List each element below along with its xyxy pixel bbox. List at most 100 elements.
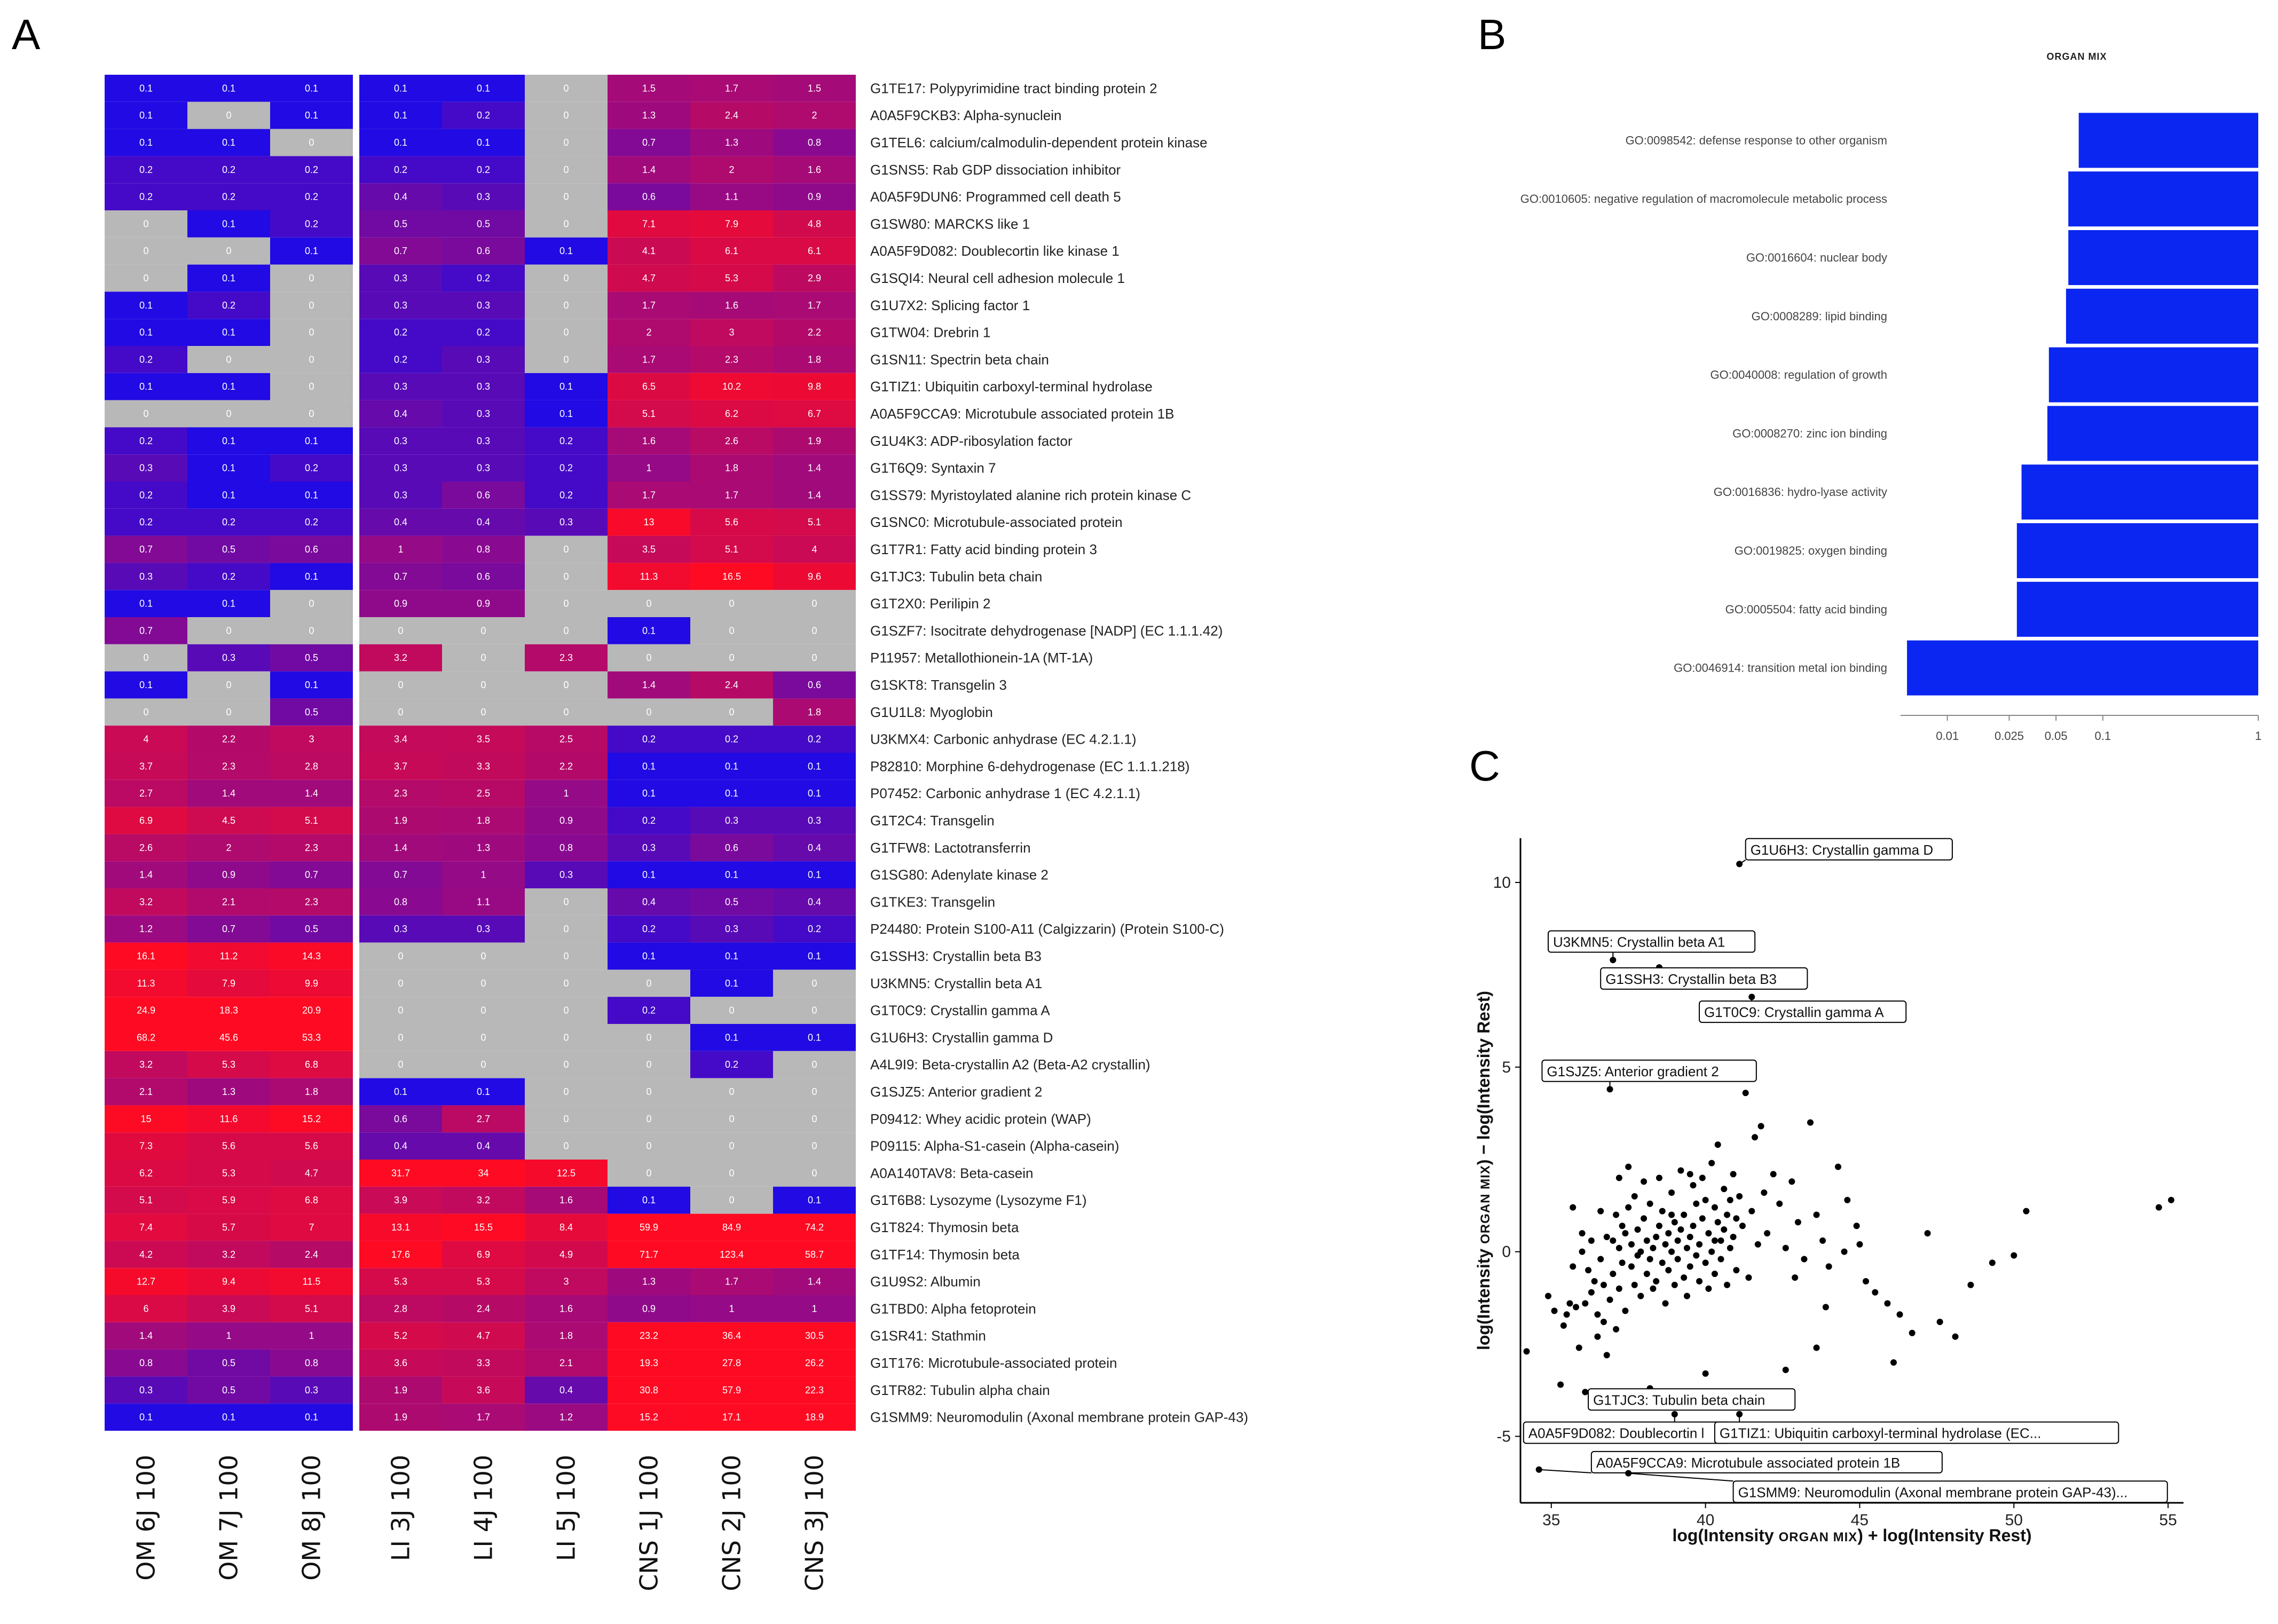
heatmap-cell <box>608 969 690 997</box>
heatmap-cell-value: 4.8 <box>808 218 821 229</box>
heatmap-cell-value: 0.1 <box>394 137 407 148</box>
heatmap-cell-value: 26.2 <box>805 1358 824 1368</box>
go-term-label: GO:0008270: zinc ion binding <box>1732 427 1887 440</box>
heatmap-cell-value: 34 <box>478 1168 488 1178</box>
scatter-point <box>1637 1292 1644 1299</box>
scatter-point <box>1560 1322 1567 1329</box>
scatter-point <box>1588 1237 1595 1244</box>
panel-label-a: A <box>12 11 41 58</box>
heatmap-group-separator <box>353 75 359 1431</box>
heatmap-cell <box>608 1349 690 1377</box>
scatter-point <box>1615 1285 1622 1292</box>
heatmap-cell <box>187 969 270 997</box>
heatmap-cell-value: 0.1 <box>222 381 235 392</box>
scatter-point <box>1730 1171 1737 1178</box>
heatmap-cell <box>773 997 856 1024</box>
heatmap-cell <box>359 698 442 726</box>
scatter-point <box>1776 1200 1783 1207</box>
heatmap-cell-value: 2.3 <box>725 354 738 365</box>
scatter-point <box>1782 1244 1789 1251</box>
heatmap-cell-value: 0 <box>729 1114 734 1124</box>
heatmap-cell <box>773 183 856 210</box>
heatmap-cell-value: 6.1 <box>808 246 821 256</box>
heatmap-cell <box>525 617 608 644</box>
heatmap-cell <box>105 373 187 400</box>
heatmap-cell-value: 1 <box>563 788 569 799</box>
heatmap-cell-value: 0.1 <box>222 463 235 474</box>
heatmap-cell-value: 23.2 <box>640 1330 658 1341</box>
heatmap-cell <box>773 1132 856 1160</box>
heatmap-cell <box>442 915 525 943</box>
heatmap-cell-value: 0.8 <box>394 896 407 907</box>
heatmap-cell <box>608 1186 690 1214</box>
heatmap-cell-value: 0.6 <box>808 680 821 690</box>
heatmap-cell-value: 0 <box>563 978 569 989</box>
heatmap-cell <box>105 1295 187 1322</box>
heatmap-cell-value: 0.1 <box>139 1412 153 1423</box>
heatmap-cell <box>187 1024 270 1051</box>
heatmap-cell-value: 0 <box>563 680 569 690</box>
heatmap-cell-value: 0 <box>646 1059 651 1070</box>
heatmap-cell-value: 12.5 <box>557 1168 576 1178</box>
heatmap-cell-value: 0.4 <box>559 1385 573 1396</box>
scatter-point <box>1924 1230 1931 1237</box>
scatter-point <box>1711 1271 1718 1278</box>
heatmap-cell-value: 1.7 <box>808 300 821 311</box>
heatmap-cell-value: 0.2 <box>725 734 738 745</box>
scatter-point <box>1788 1178 1795 1185</box>
heatmap-cell-value: 0.5 <box>222 544 235 555</box>
heatmap-cell-value: 0 <box>811 1168 817 1178</box>
heatmap-cell <box>359 75 442 102</box>
heatmap-cell <box>608 807 690 834</box>
heatmap-cell <box>359 834 442 862</box>
heatmap-cell <box>442 427 525 455</box>
heatmap-cell-value: 18.3 <box>219 1005 238 1016</box>
heatmap-cell <box>105 482 187 509</box>
heatmap-cell <box>105 698 187 726</box>
heatmap-cell-value: 0.4 <box>477 1141 490 1152</box>
scatter-point <box>1659 1208 1666 1215</box>
scatter-point <box>1656 1223 1662 1229</box>
heatmap-cell <box>442 1024 525 1051</box>
heatmap-cell <box>187 129 270 156</box>
heatmap-cell <box>270 346 353 373</box>
scatter-point <box>1825 1263 1832 1270</box>
heatmap-cell <box>525 779 608 807</box>
scatter-point <box>1782 1367 1789 1373</box>
heatmap-cell <box>359 1241 442 1268</box>
heatmap-cell-value: 3.3 <box>477 761 490 771</box>
heatmap-cell-value: 1.1 <box>725 192 738 202</box>
scatter-point <box>1551 1307 1558 1314</box>
annotation-label: A0A5F9CCA9: Microtubule associated prote… <box>1596 1455 1900 1471</box>
go-term-label: GO:0040008: regulation of growth <box>1711 368 1887 382</box>
heatmap-cell <box>270 1322 353 1350</box>
scatter-point <box>1686 1263 1693 1270</box>
scatter-point <box>1591 1278 1598 1284</box>
heatmap-cell <box>270 1241 353 1268</box>
heatmap-cell <box>187 1349 270 1377</box>
scatter-point <box>1662 1300 1669 1307</box>
heatmap-cell-value: 0.4 <box>394 192 407 202</box>
heatmap-cell <box>270 563 353 590</box>
heatmap-cell-value: 0.1 <box>139 598 153 609</box>
heatmap-cell <box>773 779 856 807</box>
heatmap-cell <box>442 698 525 726</box>
go-bar <box>2021 464 2258 520</box>
heatmap-cell <box>270 997 353 1024</box>
heatmap-cell-value: 0.1 <box>305 1412 318 1423</box>
heatmap-cell-value: 0 <box>563 110 569 121</box>
heatmap-cell-value: 0.2 <box>222 164 235 175</box>
heatmap-cell-value: 0.7 <box>394 571 407 582</box>
heatmap-cell-value: 0.3 <box>559 517 573 527</box>
heatmap-cell-value: 0.2 <box>305 517 318 527</box>
heatmap-cell <box>525 1105 608 1133</box>
heatmap-cell <box>270 942 353 970</box>
heatmap-cell <box>608 997 690 1024</box>
heatmap-cell-value: 0.1 <box>642 625 656 636</box>
go-term-label: GO:0019825: oxygen binding <box>1735 544 1887 557</box>
heatmap-cell <box>105 1078 187 1106</box>
heatmap-cell-value: 5.6 <box>305 1141 318 1152</box>
scatter-point <box>1696 1241 1703 1248</box>
heatmap-cell-value: 1.6 <box>725 300 738 311</box>
heatmap-row-label: G1T176: Microtubule-associated protein <box>870 1355 1117 1371</box>
